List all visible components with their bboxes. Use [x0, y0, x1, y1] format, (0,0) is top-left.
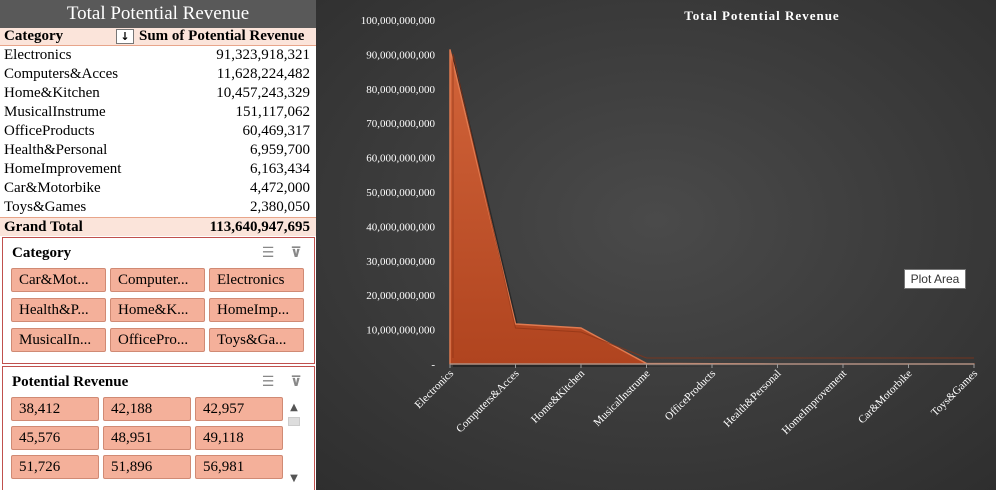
row-category[interactable]: Electronics — [4, 47, 72, 63]
pivot-body: Electronics 91,323,918,321 Computers&Acces… — [0, 46, 316, 217]
multi-select-icon[interactable]: ☰ — [261, 374, 275, 390]
row-value[interactable]: 11,628,224,482 — [216, 66, 310, 82]
slicer-item[interactable]: 51,896 — [103, 455, 191, 479]
row-value[interactable]: 4,472,000 — [250, 180, 310, 196]
y-tick-label: 70,000,000,000 — [366, 118, 435, 130]
slicer-scrollbar[interactable]: ▲ ▼ — [286, 401, 302, 485]
slicer-item[interactable]: Electronics — [209, 268, 304, 292]
column-header-category[interactable]: Category — [4, 28, 64, 44]
row-category[interactable]: Home&Kitchen — [4, 85, 100, 101]
y-tick-label: 30,000,000,000 — [366, 256, 435, 268]
slicer-item[interactable]: MusicalIn... — [11, 328, 106, 352]
table-row[interactable]: OfficeProducts 60,469,317 — [0, 122, 316, 141]
chart-title[interactable]: Total Potential Revenue — [684, 8, 839, 23]
slicer-title: Potential Revenue — [12, 373, 129, 390]
pivot-table: Total Potential Revenue Category ↓ Sum o… — [0, 0, 316, 236]
y-tick-label: 10,000,000,000 — [366, 325, 435, 337]
row-category[interactable]: Toys&Games — [4, 199, 87, 215]
slicer-item[interactable]: Car&Mot... — [11, 268, 106, 292]
slicer-item[interactable]: Health&P... — [11, 298, 106, 322]
row-category[interactable]: Car&Motorbike — [4, 180, 101, 196]
y-tick-label: 80,000,000,000 — [366, 84, 435, 96]
row-category[interactable]: MusicalInstrume — [4, 104, 106, 120]
slicer-item[interactable]: 45,576 — [11, 426, 99, 450]
slicer-item[interactable]: HomeImp... — [209, 298, 304, 322]
scroll-up-icon[interactable]: ▲ — [290, 402, 298, 413]
sort-filter-icon[interactable]: ↓ — [116, 29, 134, 44]
row-category[interactable]: Health&Personal — [4, 142, 108, 158]
slicer-items: 38,412 42,188 42,957 45,576 48,951 49,118 51,7… — [3, 397, 314, 479]
slicer-item[interactable]: 42,188 — [103, 397, 191, 421]
table-row[interactable]: Toys&Games 2,380,050 — [0, 198, 316, 217]
row-category[interactable]: Computers&Acces — [4, 66, 119, 82]
table-row[interactable]: Electronics 91,323,918,321 — [0, 46, 316, 65]
slicer-item[interactable]: 51,726 — [11, 455, 99, 479]
slicer-item[interactable]: 56,981 — [195, 455, 283, 479]
y-tick-label: 100,000,000,000 — [361, 15, 436, 27]
grand-total-row: Grand Total 113,640,947,695 — [0, 217, 316, 236]
area-chart[interactable]: Total Potential Revenue - 10,000,000,000 2… — [316, 0, 996, 490]
table-row[interactable]: Health&Personal 6,959,700 — [0, 141, 316, 160]
slicer-item[interactable]: Home&K... — [110, 298, 205, 322]
column-header-sum: Sum of Potential Revenue — [139, 28, 305, 44]
grand-total-label: Grand Total — [4, 218, 83, 235]
row-value[interactable]: 10,457,243,329 — [216, 85, 310, 101]
revenue-slicer: Potential Revenue ☰ ⊽ 38,412 42,188 42,957… — [2, 366, 315, 490]
slicer-item[interactable]: OfficePro... — [110, 328, 205, 352]
slicer-item[interactable]: Toys&Ga... — [209, 328, 304, 352]
table-row[interactable]: MusicalInstrume 151,117,062 — [0, 103, 316, 122]
slicer-header: Potential Revenue ☰ ⊽ — [3, 367, 314, 397]
slicer-item[interactable]: 42,957 — [195, 397, 283, 421]
y-axis[interactable]: - 10,000,000,000 20,000,000,000 30,000,000,… — [361, 15, 436, 371]
row-value[interactable]: 151,117,062 — [235, 104, 310, 120]
scroll-down-icon[interactable]: ▼ — [290, 473, 298, 484]
chart-background[interactable] — [316, 0, 996, 490]
table-row[interactable]: Car&Motorbike 4,472,000 — [0, 179, 316, 198]
slicer-header: Category ☰ ⊽ — [3, 238, 314, 268]
row-value[interactable]: 60,469,317 — [242, 123, 311, 139]
table-row[interactable]: HomeImprovement 6,163,434 — [0, 160, 316, 179]
pivot-title: Total Potential Revenue — [0, 0, 316, 28]
row-category[interactable]: HomeImprovement — [4, 161, 122, 177]
multi-select-icon[interactable]: ☰ — [261, 245, 275, 261]
chart-canvas[interactable]: Total Potential Revenue - 10,000,000,000 2… — [316, 0, 996, 490]
slicer-title: Category — [12, 244, 72, 261]
slicer-item[interactable]: 38,412 — [11, 397, 99, 421]
clear-filter-icon[interactable]: ⊽ — [290, 374, 302, 390]
y-tick-label: 50,000,000,000 — [366, 187, 435, 199]
table-row[interactable]: Home&Kitchen 10,457,243,329 — [0, 84, 316, 103]
table-row[interactable]: Computers&Acces 11,628,224,482 — [0, 65, 316, 84]
y-tick-label: 60,000,000,000 — [366, 153, 435, 165]
scroll-thumb[interactable] — [288, 417, 300, 426]
pivot-header-row: Category ↓ Sum of Potential Revenue — [0, 28, 316, 46]
slicer-item[interactable]: Computer... — [110, 268, 205, 292]
y-tick-label: 20,000,000,000 — [366, 290, 435, 302]
slicer-item[interactable]: 48,951 — [103, 426, 191, 450]
y-tick-label: 40,000,000,000 — [366, 221, 435, 233]
category-slicer: Category ☰ ⊽ Car&Mot... Computer... Electr… — [2, 237, 315, 364]
row-category[interactable]: OfficeProducts — [4, 123, 95, 139]
y-tick-label: - — [431, 359, 435, 371]
row-value[interactable]: 91,323,918,321 — [216, 47, 310, 63]
slicer-items: Car&Mot... Computer... Electronics Health&P… — [3, 268, 314, 352]
slicer-item[interactable]: 49,118 — [195, 426, 283, 450]
area-bevel — [452, 53, 974, 359]
clear-filter-icon[interactable]: ⊽ — [290, 245, 302, 261]
row-value[interactable]: 6,959,700 — [250, 142, 310, 158]
y-tick-label: 90,000,000,000 — [366, 49, 435, 61]
row-value[interactable]: 6,163,434 — [250, 161, 310, 177]
grand-total-value: 113,640,947,695 — [209, 218, 310, 235]
plot-area-tooltip: Plot Area — [904, 269, 966, 289]
row-value[interactable]: 2,380,050 — [250, 199, 310, 215]
